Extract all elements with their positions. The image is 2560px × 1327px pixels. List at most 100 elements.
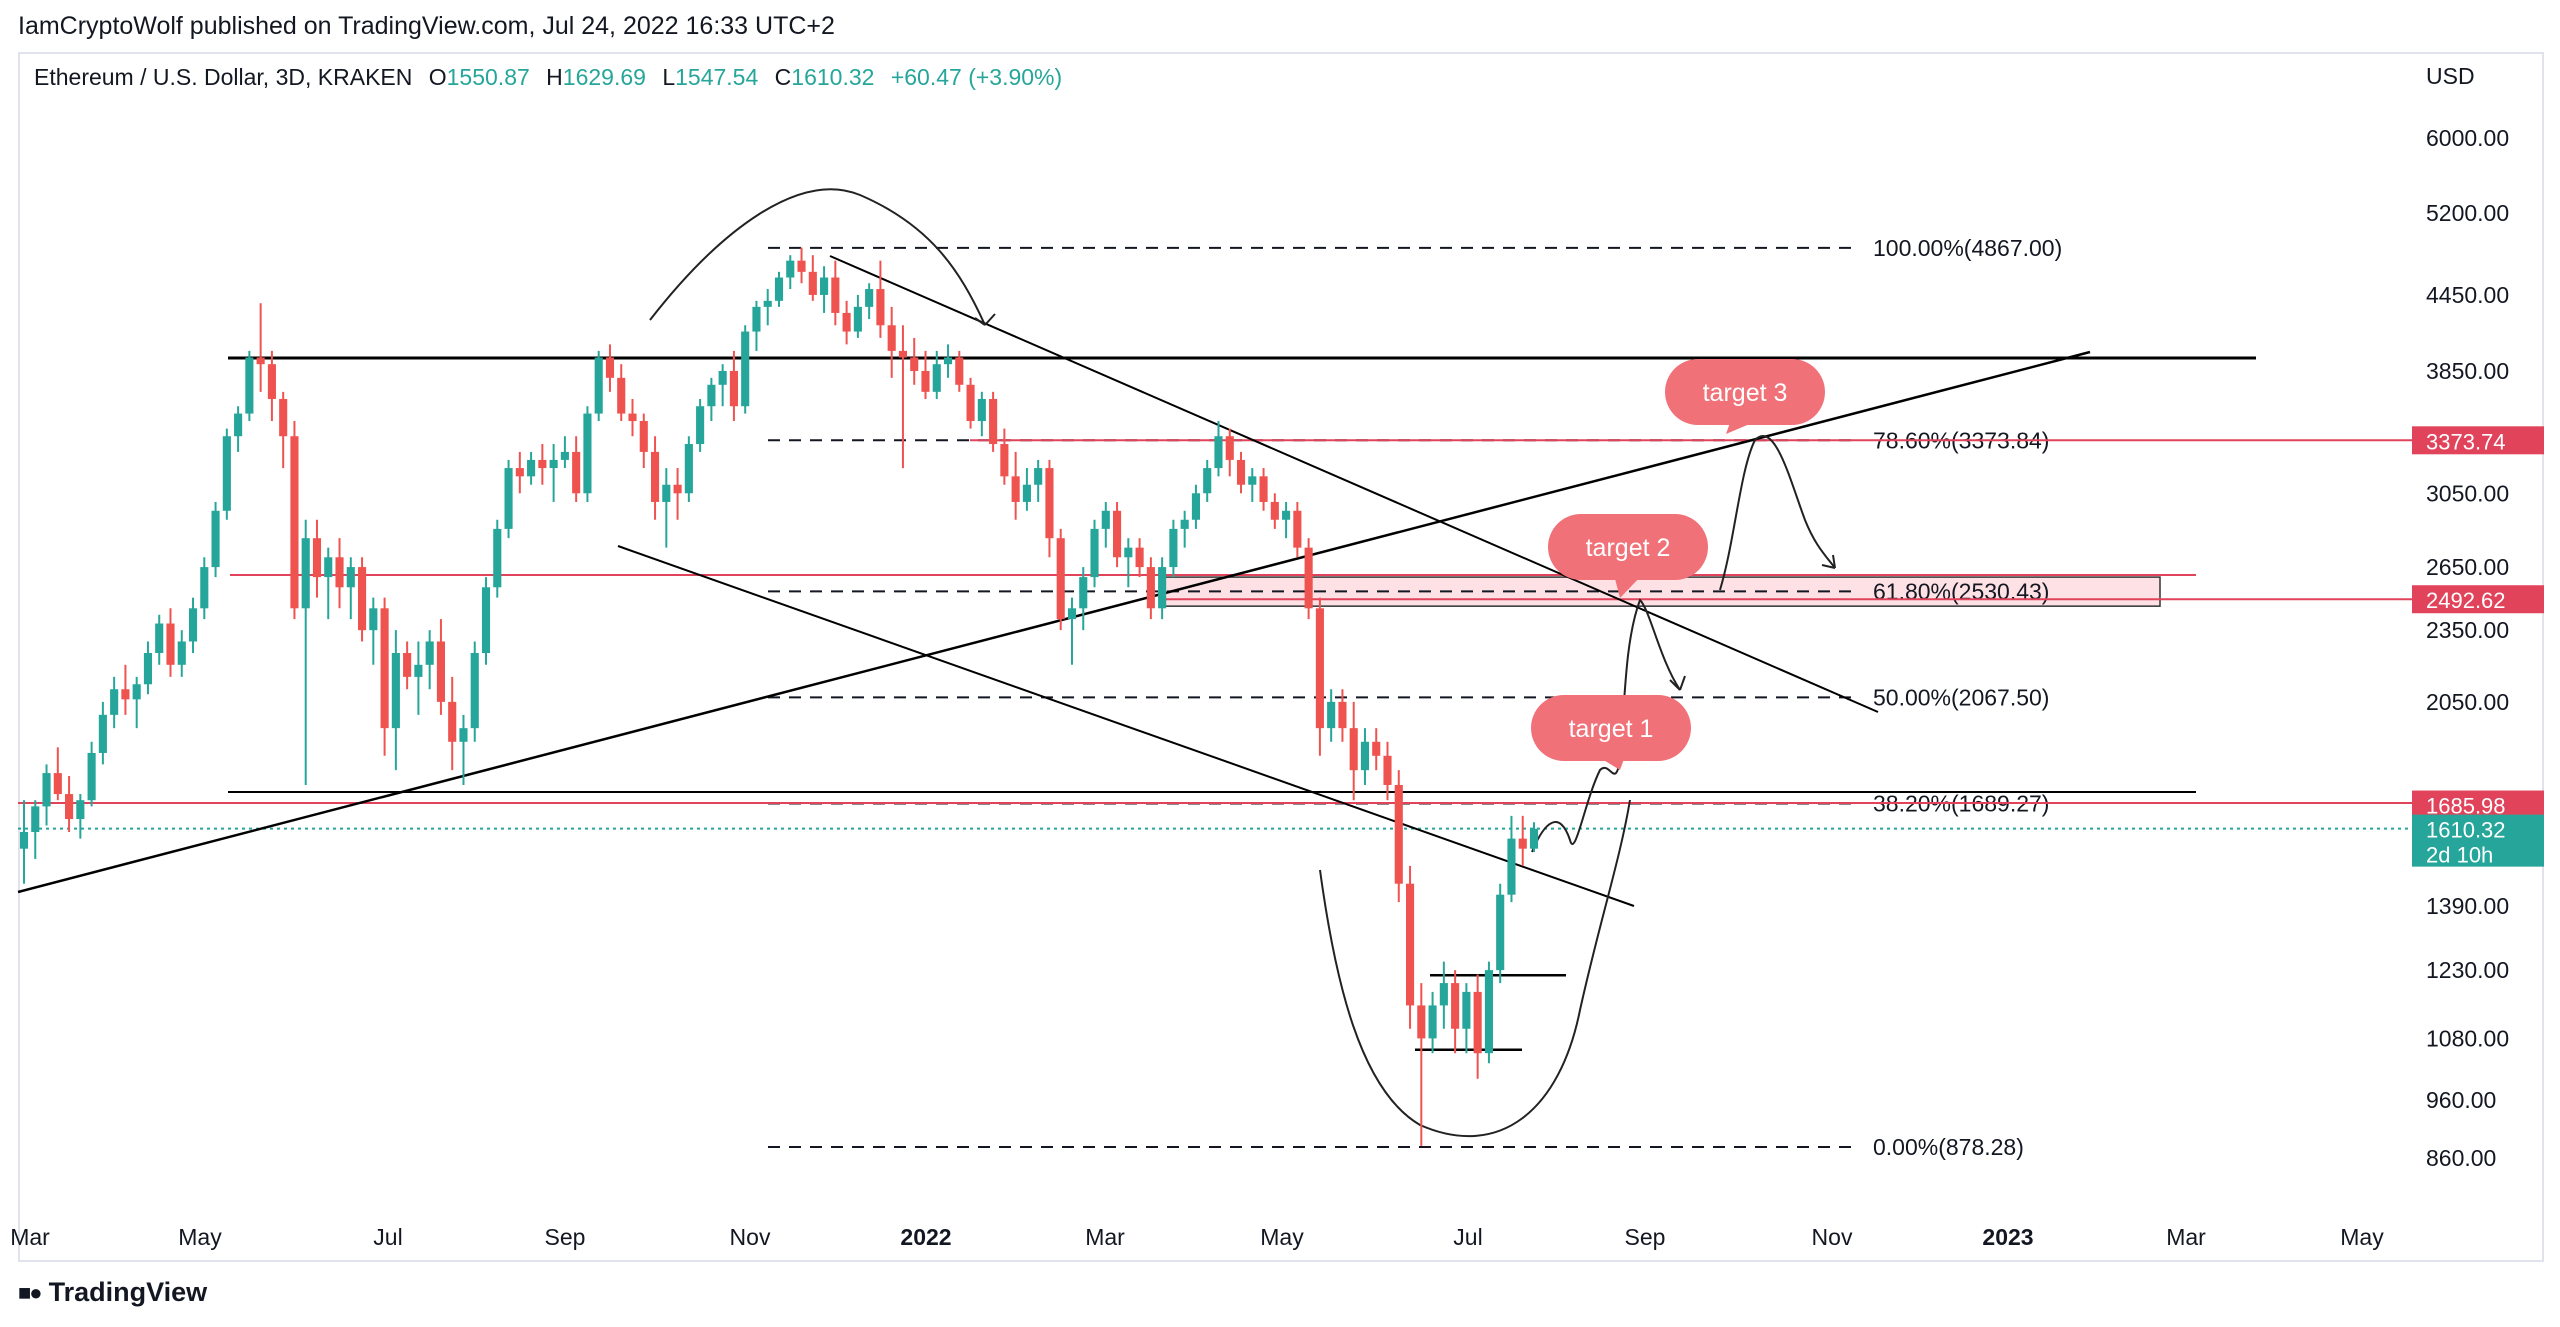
candle-body (662, 484, 671, 502)
candle-body (448, 701, 457, 742)
candle-body (245, 357, 254, 414)
high-value: 1629.69 (562, 64, 646, 90)
candle-body (200, 567, 209, 609)
candle-body (932, 364, 941, 392)
chart-frame (18, 52, 2544, 1262)
time-tick-label: Sep (1625, 1224, 1666, 1250)
candle-body (1304, 547, 1313, 609)
candle-body (921, 370, 930, 392)
candle-body (820, 277, 829, 295)
price-badge-label: 1685.98 (2426, 794, 2506, 819)
candle-body (380, 608, 389, 729)
ohlc-close: C1610.32 (775, 64, 875, 90)
fib-level-label: 100.00%(4867.00) (1873, 235, 2062, 261)
candle-body (1113, 510, 1122, 558)
candle-body (774, 277, 784, 301)
footer-brand: TradingView (48, 1277, 208, 1307)
candle-body (403, 653, 412, 677)
candle-body (1428, 1005, 1437, 1039)
hand-arrow-head (1669, 675, 1686, 691)
candle-body (1484, 970, 1493, 1054)
candle-body (1270, 501, 1279, 520)
candles-layer (19, 247, 1539, 1146)
candle-body (1462, 991, 1471, 1029)
candle-body (324, 557, 333, 578)
hand-cup-curve (1319, 799, 1631, 1138)
candle-body (741, 331, 750, 407)
candle-body (1349, 728, 1358, 771)
price-tick-label: 960.00 (2426, 1087, 2496, 1113)
candle-body (989, 398, 998, 445)
candle-body (1011, 476, 1020, 502)
target-pointer (1614, 575, 1642, 598)
candle-body (887, 325, 896, 351)
candle-body (1338, 701, 1347, 729)
candle-body (673, 484, 682, 494)
candle-body (1056, 538, 1065, 620)
target-bubble (1665, 359, 1825, 425)
candle-body (358, 567, 367, 631)
price-tick-label: 6000.00 (2426, 125, 2509, 151)
price-tick-label: 2050.00 (2426, 689, 2509, 715)
candle-body (42, 773, 51, 807)
time-axis[interactable]: Mar May Jul Sep Nov 2022 Mar May Jul Sep Nov 2023 Ma… (10, 1224, 2384, 1250)
candle-body (1259, 476, 1268, 502)
ohlc-high: H1629.69 (546, 64, 646, 90)
tradingview-logo-icon: ■● (18, 1279, 43, 1305)
time-tick-label: 2023 (1982, 1224, 2033, 1250)
hand-arrow-head (1821, 554, 1836, 569)
candle-body (121, 689, 130, 700)
price-tick-label: 1230.00 (2426, 957, 2509, 983)
candle-body (1022, 484, 1031, 502)
price-badge (2412, 585, 2544, 614)
candle-body (76, 800, 85, 820)
candle-body (808, 271, 817, 295)
candle-body (98, 714, 107, 753)
candle-body (910, 357, 919, 371)
candle-body (53, 773, 62, 795)
candle-body (1146, 567, 1155, 609)
price-tick-label: 3050.00 (2426, 480, 2509, 506)
candle-body (65, 794, 74, 820)
candle-body (425, 641, 434, 665)
candle-body (335, 557, 344, 588)
candle-body (459, 728, 468, 742)
candle-body (977, 398, 986, 422)
candle-body (707, 384, 716, 407)
annotation-layer: 100.00%(4867.00)78.60%(3373.84)61.80%(25… (17, 188, 2470, 1160)
price-badge (2412, 790, 2544, 819)
symbol-name[interactable]: Ethereum / U.S. Dollar, 3D, KRAKEN (34, 64, 413, 90)
target-bubble (1548, 514, 1708, 580)
candle-body (1158, 567, 1167, 609)
price-axis[interactable]: 6000.00 5200.00 4450.00 3850.00 3050.00 2650.… (2426, 125, 2509, 1171)
candle-body (1180, 519, 1189, 529)
time-tick-label: May (178, 1224, 222, 1250)
candle-body (831, 277, 840, 313)
tradingview-logo[interactable]: ■● TradingView (18, 1277, 207, 1308)
candle-body (87, 752, 96, 801)
time-tick-label: Nov (1812, 1224, 1853, 1250)
candle-body (504, 468, 513, 529)
target-pointer (1597, 756, 1625, 770)
price-change: +60.47 (+3.90%) (890, 64, 1063, 90)
candle-body (865, 289, 874, 307)
time-tick-label: May (1260, 1224, 1304, 1250)
time-tick-label: Mar (1085, 1224, 1125, 1250)
currency-label: USD (2426, 63, 2475, 89)
candle-body (527, 459, 536, 477)
candle-body (1293, 510, 1302, 548)
candle-body (346, 567, 355, 588)
candle-body (166, 623, 175, 665)
candle-body (605, 357, 615, 378)
descending-trendline (617, 545, 1635, 907)
price-badge (2412, 814, 2544, 867)
time-tick-label: Mar (10, 1224, 50, 1250)
price-tick-label: 4450.00 (2426, 282, 2509, 308)
candle-body (876, 289, 885, 326)
candle-body (594, 357, 603, 414)
candle-body (1372, 741, 1381, 756)
price-badge-label: 2492.62 (2426, 588, 2506, 613)
candle-body (234, 413, 243, 437)
